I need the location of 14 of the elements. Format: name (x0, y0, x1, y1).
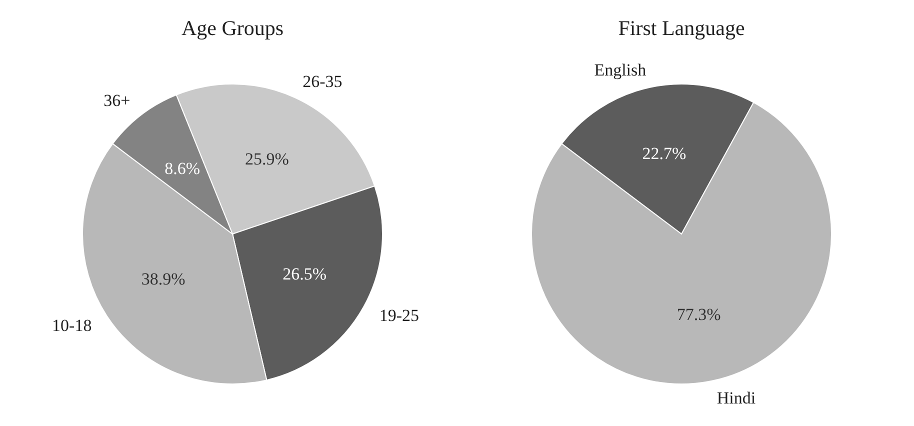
data-label: 26.5% (282, 264, 327, 284)
slice-label: Hindi (716, 388, 756, 408)
data-label: 25.9% (244, 150, 289, 169)
slice-label: 10-18 (52, 316, 92, 336)
chart-title: First Language (617, 16, 746, 41)
chart-title: Age Groups (180, 16, 285, 41)
slice-label: English (594, 60, 647, 80)
data-label: 22.7% (642, 144, 686, 163)
slice-label: 19-25 (379, 306, 419, 326)
data-label: 77.3% (676, 305, 721, 324)
slice-label: 36+ (104, 91, 130, 110)
data-label: 38.9% (141, 270, 186, 289)
data-label: 8.6% (164, 159, 200, 178)
slice-label: 26-35 (302, 72, 342, 91)
